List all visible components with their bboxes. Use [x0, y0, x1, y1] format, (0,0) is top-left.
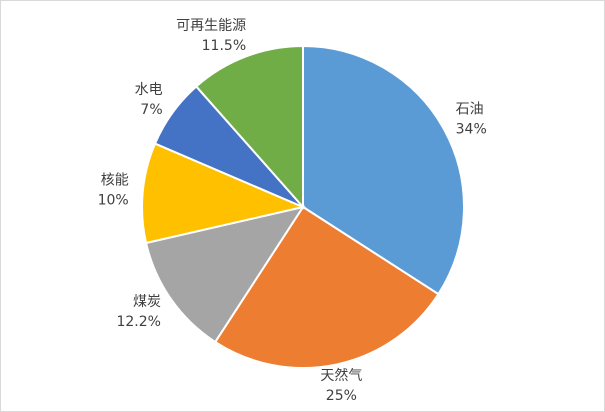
slice-value-label: 25% — [326, 388, 357, 404]
slice-category: 天然气 — [320, 367, 362, 384]
slice-category: 水电 — [135, 82, 163, 98]
pie-slice — [213, 205, 440, 369]
slice-category: 核能 — [101, 173, 129, 189]
slice-value-label: 12.2% — [116, 314, 160, 330]
slice-value-label: 11.5% — [202, 38, 246, 54]
slice-category: 煤炭 — [133, 294, 161, 310]
slice-category: 石油 — [456, 101, 484, 117]
slice-value-label: 34% — [456, 121, 487, 137]
slice-value-label: 10% — [98, 193, 129, 209]
slice-value-label: 7% — [140, 102, 162, 118]
slice-category: 可再生能源 — [176, 18, 246, 34]
pie-slice — [141, 142, 307, 245]
pie-slice — [144, 205, 306, 344]
pie-slice — [194, 44, 304, 210]
